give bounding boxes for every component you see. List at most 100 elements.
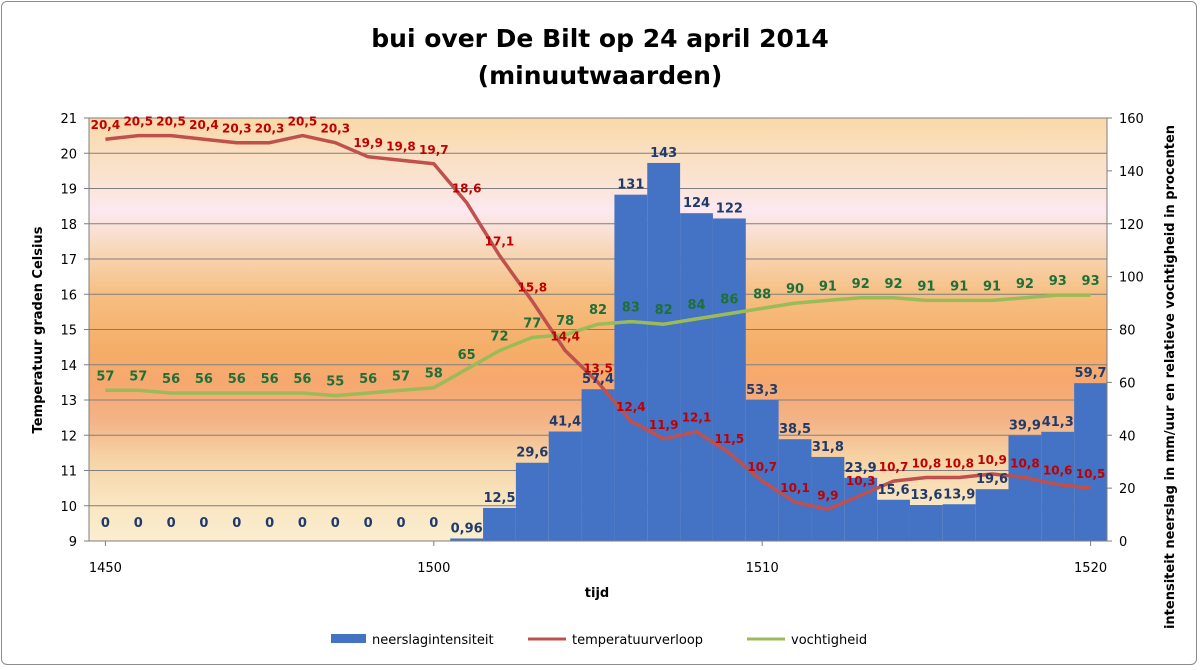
bar-neerslag [450, 538, 484, 541]
data-label-temperatuur: 20,3 [255, 122, 285, 136]
data-label-vochtigheid: 56 [359, 372, 377, 387]
data-label-vochtigheid: 72 [490, 330, 508, 345]
y-left-tick-label: 17 [60, 253, 77, 268]
data-label-neerslag: 12,5 [483, 491, 515, 506]
y-left-tick-label: 9 [69, 535, 77, 550]
y-right-tick-label: 120 [1119, 218, 1144, 233]
data-label-temperatuur: 20,5 [288, 115, 318, 129]
bar-neerslag [975, 489, 1009, 541]
data-label-neerslag: 143 [650, 146, 677, 161]
x-axis-ticks: 1450 1500 1510 1520 [89, 561, 1107, 576]
bar-neerslag [548, 431, 582, 541]
data-label-temperatuur: 9,9 [817, 488, 838, 502]
data-label-temperatuur: 19,8 [386, 139, 416, 153]
data-label-temperatuur: 10,8 [912, 457, 942, 471]
data-label-neerslag: 29,6 [516, 446, 548, 461]
data-label-vochtigheid: 57 [96, 369, 114, 384]
bar-neerslag [515, 462, 549, 541]
bar-neerslag [778, 439, 812, 541]
x-axis-label: tijd [585, 586, 609, 601]
chart-title: bui over De Bilt op 24 april 2014 [371, 24, 828, 53]
data-label-vochtigheid: 65 [458, 348, 476, 363]
data-label-vochtigheid: 93 [1082, 274, 1100, 289]
y-left-tick-label: 13 [60, 394, 77, 409]
data-label-neerslag: 38,5 [779, 422, 811, 437]
legend: neerslagintensiteit temperatuurverloop v… [331, 633, 867, 648]
bar-neerslag [1074, 383, 1107, 541]
data-label-temperatuur: 10,7 [879, 460, 909, 474]
y-axis-right-label: intensiteit neerslag in mm/uur en relati… [1163, 125, 1178, 629]
data-label-vochtigheid: 86 [720, 293, 738, 308]
data-label-vochtigheid: 91 [917, 279, 935, 294]
data-label-neerslag: 23,9 [845, 461, 877, 476]
data-label-vochtigheid: 77 [523, 316, 541, 331]
data-label-neerslag: 0 [298, 516, 307, 531]
data-label-temperatuur: 20,4 [91, 118, 121, 132]
y-left-tick-label: 20 [60, 147, 77, 162]
data-label-vochtigheid: 92 [1016, 277, 1034, 292]
data-label-vochtigheid: 57 [129, 369, 147, 384]
data-label-neerslag: 0,96 [451, 521, 483, 536]
y-left-tick-label: 10 [60, 500, 77, 515]
data-label-neerslag: 31,8 [812, 440, 844, 455]
data-label-neerslag: 0 [396, 516, 405, 531]
y-right-tick-label: 0 [1119, 535, 1127, 550]
bar-neerslag [811, 456, 845, 541]
y-right-tick-label: 100 [1119, 271, 1144, 286]
bar-neerslag [844, 477, 878, 541]
data-label-vochtigheid: 90 [786, 282, 804, 297]
data-label-neerslag: 57,4 [582, 372, 614, 387]
line-temperatuur [105, 133, 1091, 512]
data-label-vochtigheid: 58 [425, 367, 443, 382]
legend-label-vochtigheid: vochtigheid [791, 633, 867, 648]
line-vochtigheid [105, 293, 1091, 398]
data-label-neerslag: 124 [683, 196, 710, 211]
data-label-vochtigheid: 82 [655, 303, 673, 318]
data-label-vochtigheid: 56 [228, 372, 246, 387]
data-label-neerslag: 19,6 [976, 472, 1008, 487]
y-right-tick-label: 60 [1119, 376, 1136, 391]
data-label-vochtigheid: 93 [1049, 274, 1067, 289]
data-label-vochtigheid: 78 [556, 314, 574, 329]
y-axis-left-ticks: 9 10 11 12 13 14 15 16 17 18 19 20 21 [60, 112, 77, 550]
data-label-neerslag: 53,3 [746, 383, 778, 398]
data-label-vochtigheid: 92 [852, 277, 870, 292]
data-label-neerslag: 39,9 [1009, 419, 1041, 434]
data-label-temperatuur: 11,9 [649, 418, 679, 432]
bar-neerslag [483, 507, 516, 541]
data-label-temperatuur: 20,5 [123, 115, 153, 129]
bars-precipitation [450, 162, 1107, 542]
data-label-temperatuur: 10,7 [747, 460, 777, 474]
data-label-neerslag: 0 [265, 516, 274, 531]
data-label-vochtigheid: 83 [622, 301, 640, 316]
data-label-temperatuur: 10,1 [780, 481, 810, 495]
data-label-temperatuur: 10,9 [977, 453, 1007, 467]
data-label-temperatuur: 10,5 [1076, 467, 1106, 481]
series-lines [105, 133, 1091, 512]
bar-neerslag [647, 162, 681, 541]
data-label-neerslag: 59,7 [1075, 366, 1107, 381]
x-tick-label: 1510 [746, 561, 779, 576]
y-right-tick-label: 160 [1119, 112, 1144, 127]
data-label-temperatuur: 20,3 [320, 122, 350, 136]
data-label-vochtigheid: 84 [687, 298, 705, 313]
data-label-vochtigheid: 55 [326, 375, 344, 390]
bar-neerslag [614, 194, 648, 541]
x-tick-label: 1520 [1074, 561, 1107, 576]
data-label-neerslag: 15,6 [878, 483, 910, 498]
y-axis-left-label: Temperatuur graden Celsius [31, 226, 46, 433]
x-tick-label: 1500 [417, 561, 450, 576]
data-label-temperatuur: 20,4 [189, 118, 219, 132]
y-left-tick-label: 12 [60, 429, 77, 444]
data-label-vochtigheid: 56 [195, 372, 213, 387]
y-axis-right-ticks: 0 20 40 60 80 100 120 140 160 [1119, 112, 1144, 550]
y-left-tick-label: 21 [60, 112, 77, 127]
axes [84, 117, 1112, 546]
data-label-temperatuur: 13,5 [583, 361, 613, 375]
y-left-tick-label: 16 [60, 288, 77, 303]
data-label-temperatuur: 19,7 [419, 143, 449, 157]
y-right-tick-label: 20 [1119, 482, 1136, 497]
data-label-neerslag: 0 [429, 516, 438, 531]
y-left-tick-label: 15 [60, 324, 77, 339]
data-label-neerslag: 13,6 [910, 488, 942, 503]
